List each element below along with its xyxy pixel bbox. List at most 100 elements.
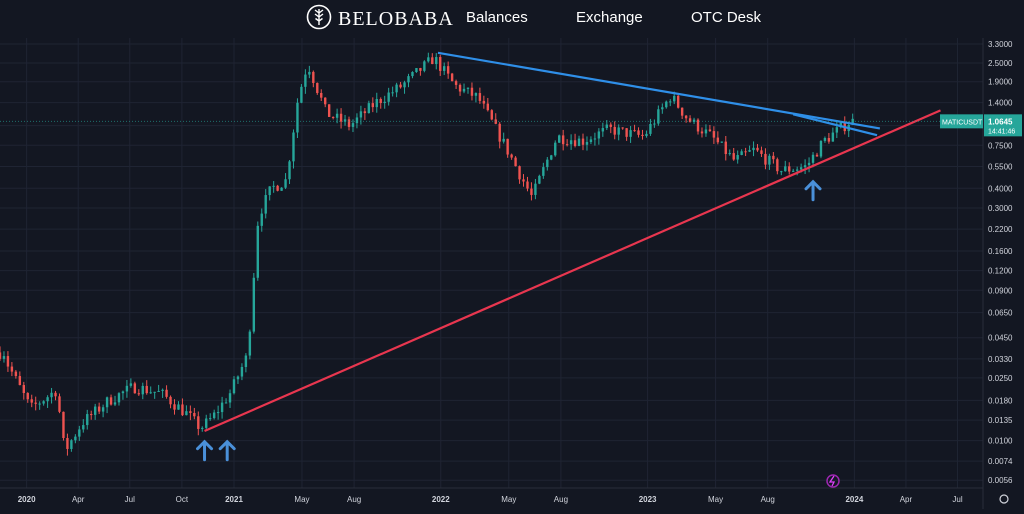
candle-body: [300, 86, 303, 103]
candle-body: [157, 390, 160, 392]
candle-body: [450, 73, 454, 82]
event-icon: [826, 474, 840, 488]
y-tick-label: 0.2200: [988, 225, 1013, 234]
price-chart[interactable]: 3.30002.50001.90001.40001.00000.75000.55…: [0, 38, 1024, 509]
nav-exchange-link[interactable]: Exchange: [576, 9, 643, 26]
candle-body: [728, 153, 731, 155]
candle-body: [661, 107, 664, 110]
candle-body: [669, 101, 672, 103]
candle-body: [772, 155, 775, 160]
candle-body: [264, 195, 267, 214]
candle-body: [42, 401, 45, 404]
candle-body: [799, 167, 803, 170]
candle-body: [10, 366, 14, 372]
symbol-label: MATICUSDT: [942, 119, 983, 126]
candle-body: [50, 392, 53, 398]
candle-body: [248, 331, 252, 356]
candle-body: [581, 138, 585, 145]
nav-otc-desk-link[interactable]: OTC Desk: [691, 9, 762, 26]
candle-body: [14, 371, 18, 377]
candle-body: [407, 76, 410, 83]
nav-balances-link[interactable]: Balances: [466, 9, 528, 26]
candle-body: [629, 130, 632, 137]
candle-body: [181, 404, 184, 416]
candle-body: [109, 397, 113, 405]
y-tick-label: 0.0450: [988, 334, 1013, 343]
x-tick-label: 2023: [639, 495, 657, 504]
candle-body: [423, 61, 426, 71]
candle-body: [105, 397, 109, 408]
candle-body: [550, 155, 553, 160]
candle-body: [220, 402, 224, 413]
candle-body: [486, 103, 490, 111]
candle-body: [208, 418, 212, 420]
y-tick-label: 0.3000: [988, 204, 1013, 213]
x-tick-label: 2020: [18, 495, 36, 504]
candle-body: [161, 389, 164, 391]
candle-body: [518, 166, 521, 180]
candle-body: [736, 155, 739, 160]
candle-body: [6, 356, 10, 367]
candle-body: [280, 187, 283, 191]
candle-body: [609, 124, 612, 127]
candle-body: [359, 111, 363, 118]
candle-body: [613, 126, 616, 135]
candle-body: [819, 140, 823, 157]
x-tick-label: May: [294, 495, 309, 504]
candle-body: [653, 123, 656, 125]
candle-body: [197, 416, 200, 429]
candle-body: [688, 118, 692, 122]
candle-body: [117, 393, 121, 403]
candle-body: [149, 392, 152, 394]
candle-body: [760, 150, 763, 154]
candle-body: [22, 385, 25, 394]
candle-body: [498, 123, 501, 142]
candle-body: [347, 119, 351, 127]
candle-body: [141, 385, 144, 395]
candle-body: [795, 169, 799, 171]
up-arrow-icon: [218, 439, 236, 462]
candle-body: [752, 147, 755, 151]
candle-body: [387, 92, 390, 102]
candle-body: [712, 131, 716, 138]
candle-body: [506, 138, 509, 155]
candle-body: [276, 185, 279, 191]
brand-logo-icon: [306, 4, 332, 35]
candle-body: [74, 436, 77, 441]
candle-body: [791, 170, 795, 172]
up-arrow-icon: [804, 179, 822, 202]
candle-body: [803, 165, 807, 168]
brand[interactable]: BELOBABA: [306, 4, 454, 35]
candle-body: [236, 376, 240, 380]
candle-body: [768, 155, 771, 165]
candle-body: [534, 183, 537, 195]
candle-body: [97, 406, 101, 412]
candle-body: [26, 393, 29, 400]
x-tick-label: Apr: [72, 495, 85, 504]
candle-body: [641, 134, 644, 137]
chart-canvas[interactable]: 3.30002.50001.90001.40001.00000.75000.55…: [0, 38, 1024, 509]
candle-body: [399, 84, 402, 88]
candle-body: [546, 159, 549, 168]
candle-body: [649, 123, 652, 134]
candle-body: [58, 396, 61, 412]
candle-body: [470, 87, 474, 96]
candle-body: [446, 66, 450, 74]
candle-body: [716, 137, 720, 143]
candle-body: [296, 102, 299, 133]
brand-name: BELOBABA: [338, 7, 454, 30]
candle-body: [621, 127, 624, 129]
x-tick-label: Aug: [347, 495, 361, 504]
candle-body: [427, 57, 430, 62]
x-tick-label: Aug: [554, 495, 568, 504]
candle-body: [224, 402, 228, 404]
candle-body: [391, 92, 394, 94]
candle-body: [458, 84, 462, 92]
candle-body: [228, 393, 232, 403]
candle-body: [542, 167, 545, 176]
x-tick-label: Jul: [952, 495, 962, 504]
candle-body: [324, 97, 327, 105]
candle-body: [573, 140, 577, 146]
candle-body: [720, 141, 724, 143]
candle-body: [371, 103, 375, 108]
